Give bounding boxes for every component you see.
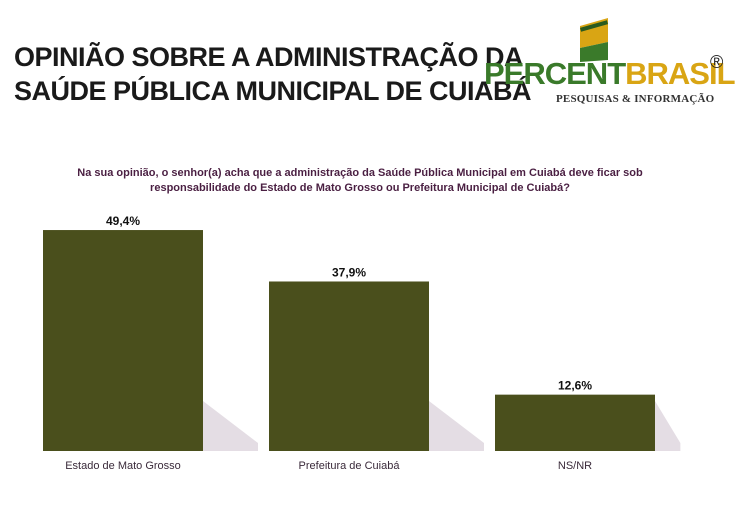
logo-wordmark-brasil: BRASIL — [625, 56, 735, 91]
logo-tagline: PESQUISAS & INFORMAÇÃO — [556, 93, 715, 105]
chart-title: OPINIÃO SOBRE A ADMINISTRAÇÃO DA SAÚDE P… — [14, 40, 532, 108]
survey-question: Na sua opinião, o senhor(a) acha que a a… — [60, 166, 660, 196]
data-label: 49,4% — [106, 214, 140, 228]
survey-question-line-1: Na sua opinião, o senhor(a) acha que a a… — [77, 167, 643, 179]
chart-title-line-1: OPINIÃO SOBRE A ADMINISTRAÇÃO DA — [14, 42, 524, 72]
logo-registered-mark: ® — [710, 52, 724, 72]
logo-flag-icon — [579, 18, 609, 62]
survey-question-line-2: responsabilidade do Estado de Mato Gross… — [150, 182, 570, 194]
bar — [43, 230, 203, 451]
data-label: 12,6% — [558, 379, 592, 393]
logo-wordmark-percent: PERCENT — [484, 56, 626, 91]
bar — [269, 281, 429, 451]
x-tick-label: Prefeitura de Cuiabá — [299, 460, 401, 472]
x-tick-label: Estado de Mato Grosso — [65, 460, 181, 472]
bar — [495, 394, 655, 451]
percentbrasil-logo: PERCENTBRASIL ® PESQUISAS & INFORMAÇÃO — [484, 14, 736, 105]
x-tick-label: NS/NR — [558, 460, 592, 472]
logo-wordmark: PERCENTBRASIL — [484, 56, 736, 91]
chart-title-line-2: SAÚDE PÚBLICA MUNICIPAL DE CUIABÁ — [14, 76, 532, 106]
data-label: 37,9% — [332, 265, 366, 279]
